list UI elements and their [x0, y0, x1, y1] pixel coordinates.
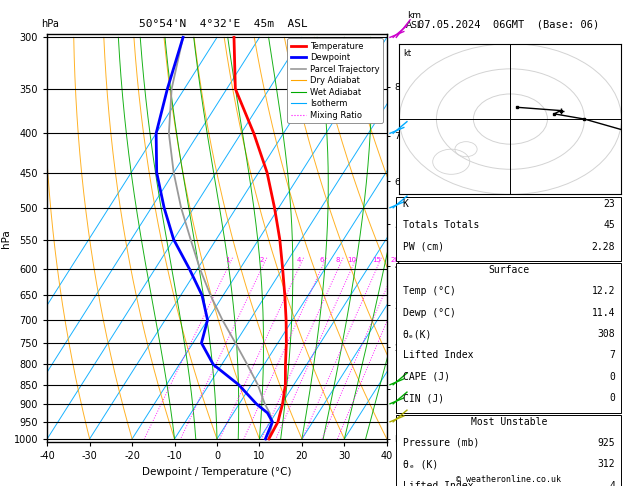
Text: 25: 25 — [405, 258, 414, 263]
Text: 925: 925 — [598, 438, 615, 448]
Text: 0: 0 — [610, 372, 615, 382]
Text: 312: 312 — [598, 459, 615, 469]
Text: CIN (J): CIN (J) — [403, 393, 443, 403]
Text: 2.28: 2.28 — [592, 242, 615, 252]
Legend: Temperature, Dewpoint, Parcel Trajectory, Dry Adiabat, Wet Adiabat, Isotherm, Mi: Temperature, Dewpoint, Parcel Trajectory… — [287, 38, 382, 123]
Text: hPa: hPa — [41, 19, 58, 29]
Text: 4: 4 — [296, 258, 301, 263]
X-axis label: Dewpoint / Temperature (°C): Dewpoint / Temperature (°C) — [142, 467, 292, 477]
Text: Pressure (mb): Pressure (mb) — [403, 438, 479, 448]
Text: Totals Totals: Totals Totals — [403, 220, 479, 230]
Text: K: K — [403, 199, 408, 209]
Text: PW (cm): PW (cm) — [403, 242, 443, 252]
Text: km
ASL: km ASL — [406, 11, 423, 30]
Text: 10: 10 — [347, 258, 356, 263]
Text: 45: 45 — [603, 220, 615, 230]
Text: Lifted Index: Lifted Index — [403, 481, 473, 486]
Text: Temp (°C): Temp (°C) — [403, 286, 455, 296]
Text: Lifted Index: Lifted Index — [403, 350, 473, 361]
Text: 07.05.2024  06GMT  (Base: 06): 07.05.2024 06GMT (Base: 06) — [418, 19, 599, 29]
Text: 7: 7 — [610, 350, 615, 361]
Text: 8: 8 — [336, 258, 340, 263]
Text: 308: 308 — [598, 329, 615, 339]
Text: 6: 6 — [319, 258, 324, 263]
Text: Most Unstable: Most Unstable — [470, 417, 547, 427]
Text: θₑ (K): θₑ (K) — [403, 459, 438, 469]
Text: © weatheronline.co.uk: © weatheronline.co.uk — [457, 474, 561, 484]
Text: Dewp (°C): Dewp (°C) — [403, 308, 455, 318]
Text: 2: 2 — [260, 258, 264, 263]
Text: 1: 1 — [225, 258, 230, 263]
Text: CAPE (J): CAPE (J) — [403, 372, 450, 382]
Text: 12.2: 12.2 — [592, 286, 615, 296]
Text: kt: kt — [403, 49, 411, 58]
Text: 50°54'N  4°32'E  45m  ASL: 50°54'N 4°32'E 45m ASL — [140, 19, 308, 29]
Text: 4: 4 — [610, 481, 615, 486]
Y-axis label: hPa: hPa — [1, 229, 11, 247]
Text: 0: 0 — [610, 393, 615, 403]
Text: 20: 20 — [391, 258, 399, 263]
Text: 11.4: 11.4 — [592, 308, 615, 318]
Text: 23: 23 — [603, 199, 615, 209]
Text: θₑ(K): θₑ(K) — [403, 329, 432, 339]
Text: Surface: Surface — [488, 265, 530, 275]
Text: 15: 15 — [372, 258, 381, 263]
